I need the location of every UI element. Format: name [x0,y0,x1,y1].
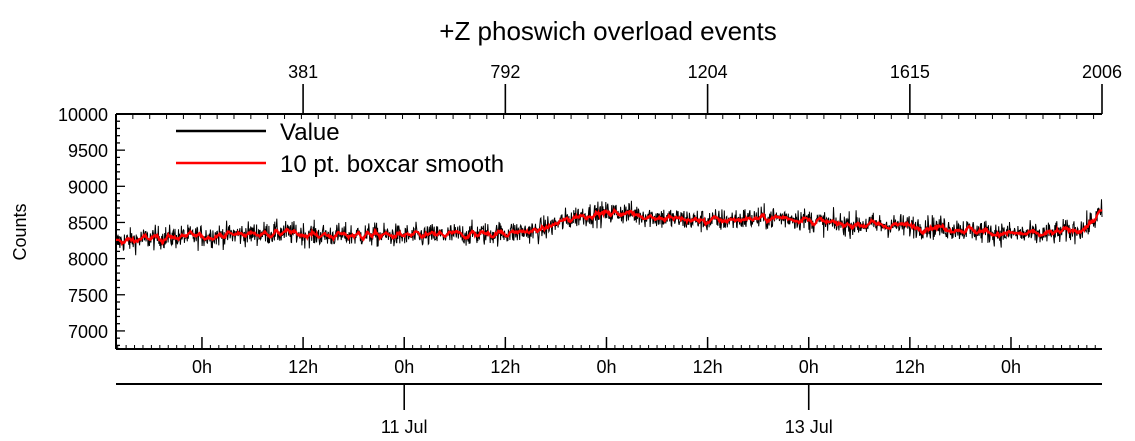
chart-title: +Z phoswich overload events [439,16,776,46]
date-tick-label: 11 Jul [381,417,428,437]
top-tick-label: 381 [288,62,318,82]
legend: Value 10 pt. boxcar smooth [176,119,504,178]
y-tick-label: 8000 [68,250,108,270]
y-tick-label: 10000 [58,105,108,125]
date-tick-label: 13 Jul [785,417,833,437]
bottom-tick-label: 0h [192,357,212,377]
y-tick-label: 8500 [68,213,108,233]
bottom-time-axis: 0h 12h 0h 12h 0h 12h 0h 12h 0h [116,337,1102,377]
bottom-tick-label: 12h [490,357,520,377]
y-tick-label: 9000 [68,177,108,197]
legend-label-smooth: 10 pt. boxcar smooth [280,151,504,178]
top-axis: 381 792 1204 1615 2006 [115,62,1122,119]
bottom-tick-label: 0h [394,357,414,377]
bottom-tick-label: 12h [288,357,318,377]
top-tick-label: 2006 [1082,62,1122,82]
bottom-tick-label: 0h [799,357,819,377]
y-axis: 7000 7500 8000 8500 9000 9500 10000 [58,105,125,349]
y-tick-label: 7000 [68,322,108,342]
top-tick-label: 1204 [688,62,728,82]
legend-label-value: Value [280,119,340,146]
plot-area [115,199,1103,256]
top-tick-label: 1615 [890,62,930,82]
top-tick-label: 792 [490,62,520,82]
bottom-tick-label: 12h [693,357,723,377]
date-axis: 11 Jul 13 Jul [116,383,1102,437]
bottom-tick-label: 0h [596,357,616,377]
series-smooth-line [116,207,1103,247]
bottom-tick-label: 12h [895,357,925,377]
bottom-tick-label: 0h [1001,357,1021,377]
y-tick-label: 9500 [68,141,108,161]
y-tick-label: 7500 [68,286,108,306]
y-axis-label: Counts [10,203,30,260]
series-value-line [115,199,1103,256]
